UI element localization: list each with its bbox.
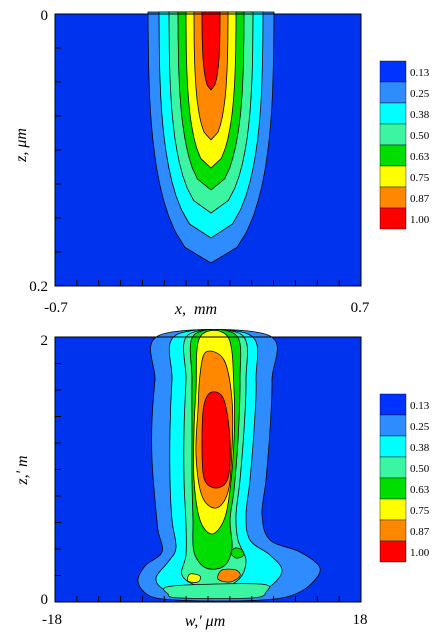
top-x-tick-1: 0.7 [351, 300, 370, 316]
top-legend-label-2: 0.38 [410, 109, 430, 121]
bottom-legend-label-7: 1.00 [410, 547, 430, 559]
bottom-contour-ripple [217, 568, 241, 583]
top-legend-swatch-7 [379, 207, 407, 230]
top-legend-swatch-2 [379, 102, 407, 125]
bottom-panel: 2 0 -18 18 w,' μm z,' m 0.13 0.25 0.38 0.50… [14, 328, 430, 630]
bottom-x-tick-0: -18 [42, 612, 62, 628]
bottom-y-tick-0: 2 [41, 333, 49, 349]
top-panel: 0 0.2 -0.7 0.7 x, mm z, μm 0.130.250.380… [13, 8, 430, 318]
bottom-legend-swatch-4 [379, 477, 407, 500]
bottom-legend-swatch-6 [379, 519, 407, 542]
top-legend-label-6: 0.87 [410, 193, 430, 205]
bottom-legend: 0.13 0.25 0.38 0.50 0.63 0.75 0.87 1.00 [379, 393, 430, 563]
top-legend-swatch-3 [379, 123, 407, 146]
top-legend-swatch-1 [379, 81, 407, 104]
bottom-legend-swatch-1 [379, 414, 407, 437]
top-legend: 0.13 0.25 0.38 0.50 0.63 0.75 0.87 1.00 [379, 60, 430, 230]
bottom-legend-swatch-0 [379, 393, 407, 416]
bottom-y-tick-1: 0 [41, 592, 49, 608]
top-y-tick-0: 0 [41, 8, 49, 24]
bottom-x-tick-1: 18 [353, 612, 368, 628]
bottom-contour-ripple [230, 547, 244, 559]
top-legend-label-4: 0.63 [410, 151, 430, 163]
bottom-contour-ripple [187, 573, 201, 583]
bottom-legend-label-1: 0.25 [410, 421, 430, 433]
top-legend-swatch-6 [379, 186, 407, 209]
bottom-legend-label-4: 0.63 [410, 484, 430, 496]
bottom-axis-ticks [55, 363, 340, 602]
bottom-legend-label-3: 0.50 [410, 463, 430, 475]
top-contour-plot [55, 11, 361, 286]
top-legend-label-3: 0.50 [410, 130, 430, 142]
top-x-axis-label: x, mm [174, 301, 217, 318]
bottom-legend-swatch-5 [379, 498, 407, 521]
top-y-axis-label: z, μm [13, 128, 30, 163]
bottom-legend-label-2: 0.38 [410, 442, 430, 454]
top-y-tick-1: 0.2 [29, 279, 48, 295]
top-contour-level-7 [201, 11, 221, 91]
bottom-legend-swatch-2 [379, 435, 407, 458]
top-legend-swatch-5 [379, 165, 407, 188]
top-legend-label-1: 0.25 [410, 88, 430, 100]
top-legend-label-7: 1.00 [410, 214, 430, 226]
top-x-tick-0: -0.7 [44, 300, 68, 316]
bottom-legend-swatch-3 [379, 456, 407, 479]
top-axis-ticks [55, 47, 340, 286]
bottom-legend-label-5: 0.75 [410, 505, 430, 517]
bottom-y-axis-label: z,' m [14, 455, 31, 485]
top-legend-label-0: 0.13 [410, 67, 430, 79]
top-legend-swatch-4 [379, 144, 407, 167]
bottom-legend-label-6: 0.87 [410, 526, 430, 538]
top-legend-label-5: 0.75 [410, 172, 430, 184]
bottom-contour-level-7 [201, 391, 231, 489]
bottom-legend-swatch-7 [379, 540, 407, 563]
bottom-contour-ripple [163, 583, 270, 599]
top-legend-swatch-0 [379, 60, 407, 83]
bottom-x-axis-label: w,' μm [185, 613, 226, 630]
bottom-contour-plot [55, 328, 361, 602]
bottom-legend-label-0: 0.13 [410, 400, 430, 412]
